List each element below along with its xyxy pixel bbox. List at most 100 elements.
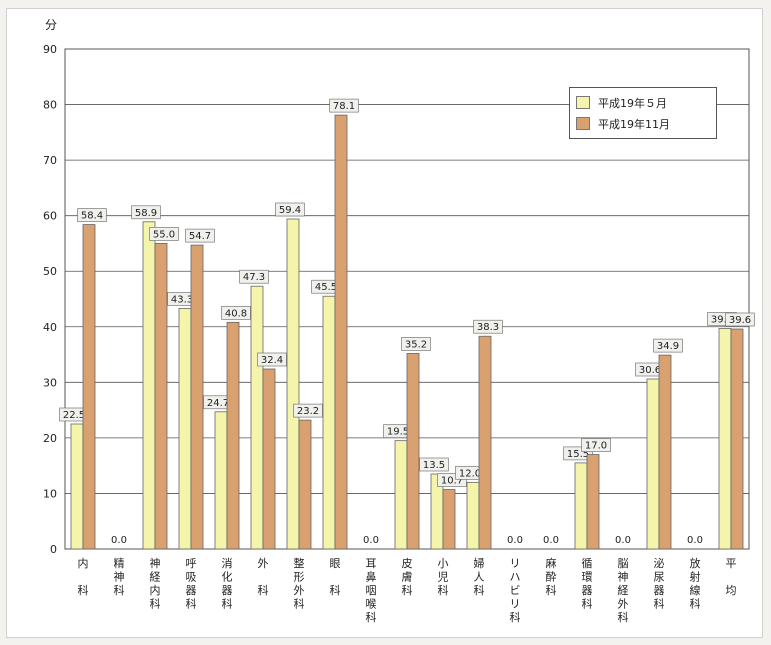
x-tick-label: 科 xyxy=(258,583,269,597)
bar-may xyxy=(70,423,84,550)
bar-nov xyxy=(334,114,348,550)
x-tick-label: 吸 xyxy=(186,571,197,584)
data-label: 24.7 xyxy=(207,398,229,409)
x-tick-label: 環 xyxy=(582,571,593,584)
data-label-box xyxy=(419,457,449,472)
data-label: 22.5 xyxy=(63,410,85,421)
y-tick-label: 20 xyxy=(43,432,57,445)
x-tick-label: 神 xyxy=(150,556,161,570)
legend: 平成19年５月 平成19年11月 xyxy=(569,87,717,139)
x-tick-label: 科 xyxy=(366,610,377,624)
x-tick-label: 科 xyxy=(114,583,125,597)
data-label-box xyxy=(581,438,611,452)
x-tick-label: 化 xyxy=(222,570,233,584)
x-tick-label: 外 xyxy=(294,584,305,597)
data-label: 10.7 xyxy=(441,476,463,487)
y-tick-label: 60 xyxy=(43,210,57,223)
bar-may xyxy=(646,378,660,550)
data-label: 23.2 xyxy=(297,406,319,417)
bar-may xyxy=(142,221,156,550)
x-tick-label: 児 xyxy=(438,571,449,584)
x-tick-label: ビ xyxy=(510,584,521,597)
x-tick-label: 科 xyxy=(78,583,89,597)
data-label-box xyxy=(725,312,755,327)
data-label-box xyxy=(131,205,161,220)
bar-nov xyxy=(442,489,456,550)
x-tick-label: 整 xyxy=(294,556,305,570)
data-label: 19.5 xyxy=(387,427,409,438)
data-label-box xyxy=(149,227,179,241)
data-label-box xyxy=(221,305,251,320)
bar-may xyxy=(574,462,588,550)
data-label: 39.7 xyxy=(711,314,733,325)
bar-nov xyxy=(262,368,276,550)
x-tick-label: 膚 xyxy=(402,570,413,584)
x-tick-label: 呼 xyxy=(186,557,197,570)
data-label-zero: 0.0 xyxy=(363,535,379,546)
x-tick-label: 循 xyxy=(582,557,593,570)
y-tick-label: 80 xyxy=(43,99,57,112)
x-tick-label: 器 xyxy=(186,584,197,597)
data-label-zero: 0.0 xyxy=(507,535,523,546)
data-label: 58.9 xyxy=(135,208,157,219)
x-tick-label: 放 xyxy=(690,556,701,570)
x-tick-label: 科 xyxy=(330,583,341,597)
data-label: 35.2 xyxy=(405,339,427,350)
y-tick-label: 30 xyxy=(43,376,57,389)
bar-nov xyxy=(730,328,744,550)
x-tick-label: 形 xyxy=(294,571,305,584)
legend-label-may: 平成19年５月 xyxy=(598,96,667,110)
legend-swatch-may xyxy=(576,96,590,109)
bar-nov xyxy=(586,454,600,550)
x-tick-label: 婦 xyxy=(474,556,485,570)
x-tick-label xyxy=(330,571,341,584)
data-label: 32.4 xyxy=(261,355,283,366)
legend-swatch-nov xyxy=(576,117,590,130)
x-tick-label: 科 xyxy=(438,583,449,597)
x-tick-label: 消 xyxy=(222,556,233,570)
x-tick-label: 器 xyxy=(582,584,593,597)
data-label: 17.0 xyxy=(585,441,607,452)
x-tick-label: 科 xyxy=(294,597,305,611)
x-tick-label: 泌 xyxy=(654,557,665,570)
x-tick-label: 鼻 xyxy=(366,570,377,584)
y-tick-label: 0 xyxy=(50,543,57,556)
data-label: 58.4 xyxy=(81,211,103,222)
x-tick-label: リ xyxy=(510,598,521,611)
x-tick-label: 喉 xyxy=(366,598,377,611)
x-tick-label: 脳 xyxy=(618,557,629,570)
x-tick-label xyxy=(258,571,269,584)
x-tick-label: 小 xyxy=(438,557,449,570)
data-label: 54.7 xyxy=(189,231,211,242)
data-label: 45.5 xyxy=(315,282,337,293)
bar-may xyxy=(394,440,408,550)
x-tick-label: 尿 xyxy=(654,571,665,584)
data-label: 34.9 xyxy=(657,341,679,352)
bar-nov xyxy=(190,244,204,550)
x-tick-label: 神 xyxy=(618,570,629,584)
y-axis-unit: 分 xyxy=(45,18,58,32)
x-tick-label: 耳 xyxy=(366,557,377,570)
data-label-box xyxy=(401,337,431,351)
y-tick-label: 10 xyxy=(43,487,57,500)
data-label-box xyxy=(653,338,683,353)
bar-nov xyxy=(154,243,168,550)
bar-nov xyxy=(298,419,312,550)
legend-item-nov: 平成19年11月 xyxy=(576,113,710,134)
data-label: 13.5 xyxy=(423,460,445,471)
data-label-box xyxy=(257,352,287,367)
data-label-zero: 0.0 xyxy=(543,535,559,546)
x-tick-label: 科 xyxy=(474,583,485,597)
x-tick-label: 外 xyxy=(258,557,269,570)
x-tick-label: 科 xyxy=(510,610,521,624)
bar-nov xyxy=(478,335,492,550)
data-label: 40.8 xyxy=(225,308,247,319)
bar-nov xyxy=(406,353,420,550)
data-label-box xyxy=(185,228,215,243)
y-tick-label: 70 xyxy=(43,154,57,167)
bar-may xyxy=(286,218,300,550)
data-label: 38.3 xyxy=(477,322,499,333)
y-tick-label: 50 xyxy=(43,265,57,278)
x-tick-label: 精 xyxy=(114,557,125,570)
data-label-box xyxy=(275,202,305,217)
